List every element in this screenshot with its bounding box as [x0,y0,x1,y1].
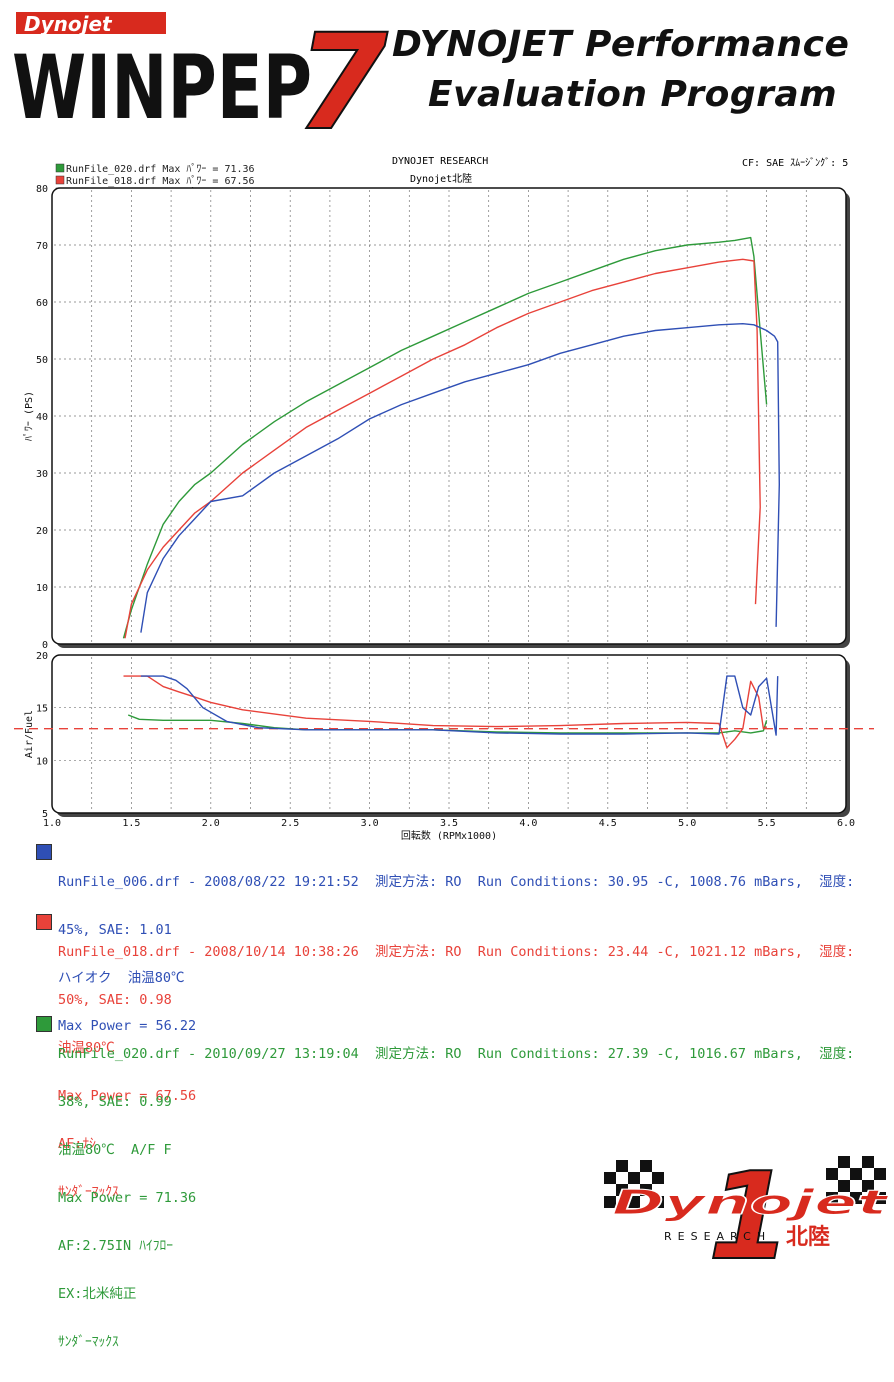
legend-label: RunFile_018.drf Max ﾊﾟﾜｰ = 67.56 [66,175,255,187]
x-tick-label: 4.0 [519,818,537,829]
research-title: DYNOJET RESEARCH [392,156,489,167]
run-006-line-3: ハイオク 油温80℃ [58,970,185,986]
run-020-line-6: EX:北米純正 [58,1286,137,1302]
tagline-line2: Evaluation Program [428,74,838,115]
x-tick-label: 3.0 [361,818,379,829]
y-tick-label: 20 [36,651,48,662]
run-020-line-7: ｻﾝﾀﾞｰﾏｯｸｽ [58,1334,119,1350]
run-info-020: RunFile_020.drf - 2010/09/27 13:19:04 測定… [36,1014,866,1382]
run-020-line-4: Max Power = 71.36 [58,1190,197,1206]
x-tick-label: 2.0 [202,818,220,829]
series-line-runfile-020-drf [122,236,768,639]
x-axis-label: 回転数 (RPMx1000) [401,829,497,840]
x-tick-label: 4.5 [599,818,617,829]
run-006-line-2: 45%, SAE: 1.01 [58,922,172,938]
checkered-flag-right-icon [826,1156,886,1204]
run-018-text: RunFile_018.drf - 2008/10/14 10:38:26 測定… [58,912,866,1232]
y-tick-label: 50 [36,355,48,366]
y-tick-label: 60 [36,298,48,309]
y-tick-label: 30 [36,469,48,480]
y-tick-label: 10 [36,756,48,767]
series-line-runfile-006-drf [140,675,779,736]
series-line-runfile-018-drf [123,675,767,749]
y-tick-label: 40 [36,412,48,423]
x-tick-label: 5.0 [678,818,696,829]
y-tick-label: 15 [36,704,48,715]
tagline-line1: DYNOJET Performance [392,24,850,65]
run-006-swatch [36,844,52,860]
af-panel: 5 10 15 20 1.0 1.5 2.0 2.5 3.0 3.5 4.0 4.5 5.0 5.5 6.0… [14,651,874,840]
logo-big-text: WINPEP [12,36,312,135]
brand-region: 北陸 [786,1224,830,1250]
x-tick-label: 3.5 [440,818,458,829]
run-018-swatch [36,914,52,930]
shop-name: Dynojet北陸 [410,174,473,185]
x-tick-label: 2.5 [281,818,299,829]
y-tick-label: 0 [42,640,48,651]
logo-small-text: Dynojet [24,12,113,36]
legend-label: RunFile_020.drf Max ﾊﾟﾜｰ = 71.36 [66,163,255,175]
run-020-line-1: RunFile_020.drf - 2010/09/27 13:19:04 測定… [58,1046,855,1062]
y-axis-label: ﾊﾟﾜｰ (PS) [23,391,35,441]
brand-main: Dynojet [612,1183,890,1223]
series-line-runfile-006-drf [140,323,780,633]
brand-number: 1 [708,1148,792,1270]
legend-swatch [55,163,65,173]
y-axis-label: Air/Fuel [24,710,35,758]
series-line-runfile-018-drf [124,258,761,639]
run-020-line-5: AF:2.75IN ﾊｲﾌﾛｰ [58,1238,174,1254]
y-tick-label: 10 [36,583,48,594]
run-020-line-3: 油温80℃ A/F F [58,1142,172,1158]
run-020-line-2: 38%, SAE: 0.99 [58,1094,172,1110]
dynojet-research-logo: 1 Dynojet 北陸 RESEARCH [604,1147,891,1270]
legend-swatch [55,175,65,185]
power-panel: 0 10 20 30 40 50 60 70 80 ﾊﾟﾜｰ (PS) [23,184,850,651]
run-018-line-4: Max Power = 67.56 [58,1088,197,1104]
x-tick-label: 1.5 [122,818,140,829]
logo-number: 7 [296,6,388,135]
checkered-flag-left-icon [604,1160,664,1208]
run-020-swatch [36,1016,52,1032]
dyno-chart: RunFile_020.drf Max ﾊﾟﾜｰ = 71.36RunFile_… [14,163,874,840]
run-018-line-2: 50%, SAE: 0.98 [58,992,172,1008]
run-006-line-4: Max Power = 56.22 [58,1018,197,1034]
run-006-text: RunFile_006.drf - 2008/08/22 19:21:52 測定… [58,842,866,1066]
x-tick-label: 5.5 [758,818,776,829]
y-tick-label: 20 [36,526,48,537]
run-020-text: RunFile_020.drf - 2010/09/27 13:19:04 測定… [58,1014,866,1382]
run-018-line-3: 油温80℃ [58,1040,115,1056]
run-018-line-6: ｻﾝﾀﾞｰﾏｯｸｽ [58,1184,119,1200]
y-tick-label: 80 [36,184,48,195]
brand-sub: RESEARCH [664,1230,771,1243]
winpep-logo: Dynojet WINPEP 7 [12,5,389,135]
run-info-018: RunFile_018.drf - 2008/10/14 10:38:26 測定… [36,912,866,1232]
run-006-line-1: RunFile_006.drf - 2008/08/22 19:21:52 測定… [58,874,855,890]
run-018-line-5: AF:ﾅｼ [58,1136,96,1152]
logo-small-plate [16,12,166,34]
cf-setting: CF: SAE ｽﾑｰｼﾞﾝｸﾞ: 5 [742,158,849,169]
x-tick-label: 6.0 [837,818,855,829]
run-info-006: RunFile_006.drf - 2008/08/22 19:21:52 測定… [36,842,866,1066]
y-tick-label: 70 [36,241,48,252]
run-018-line-1: RunFile_018.drf - 2008/10/14 10:38:26 測定… [58,944,855,960]
y-tick-label: 5 [42,809,48,820]
x-tick-label: 1.0 [43,818,61,829]
